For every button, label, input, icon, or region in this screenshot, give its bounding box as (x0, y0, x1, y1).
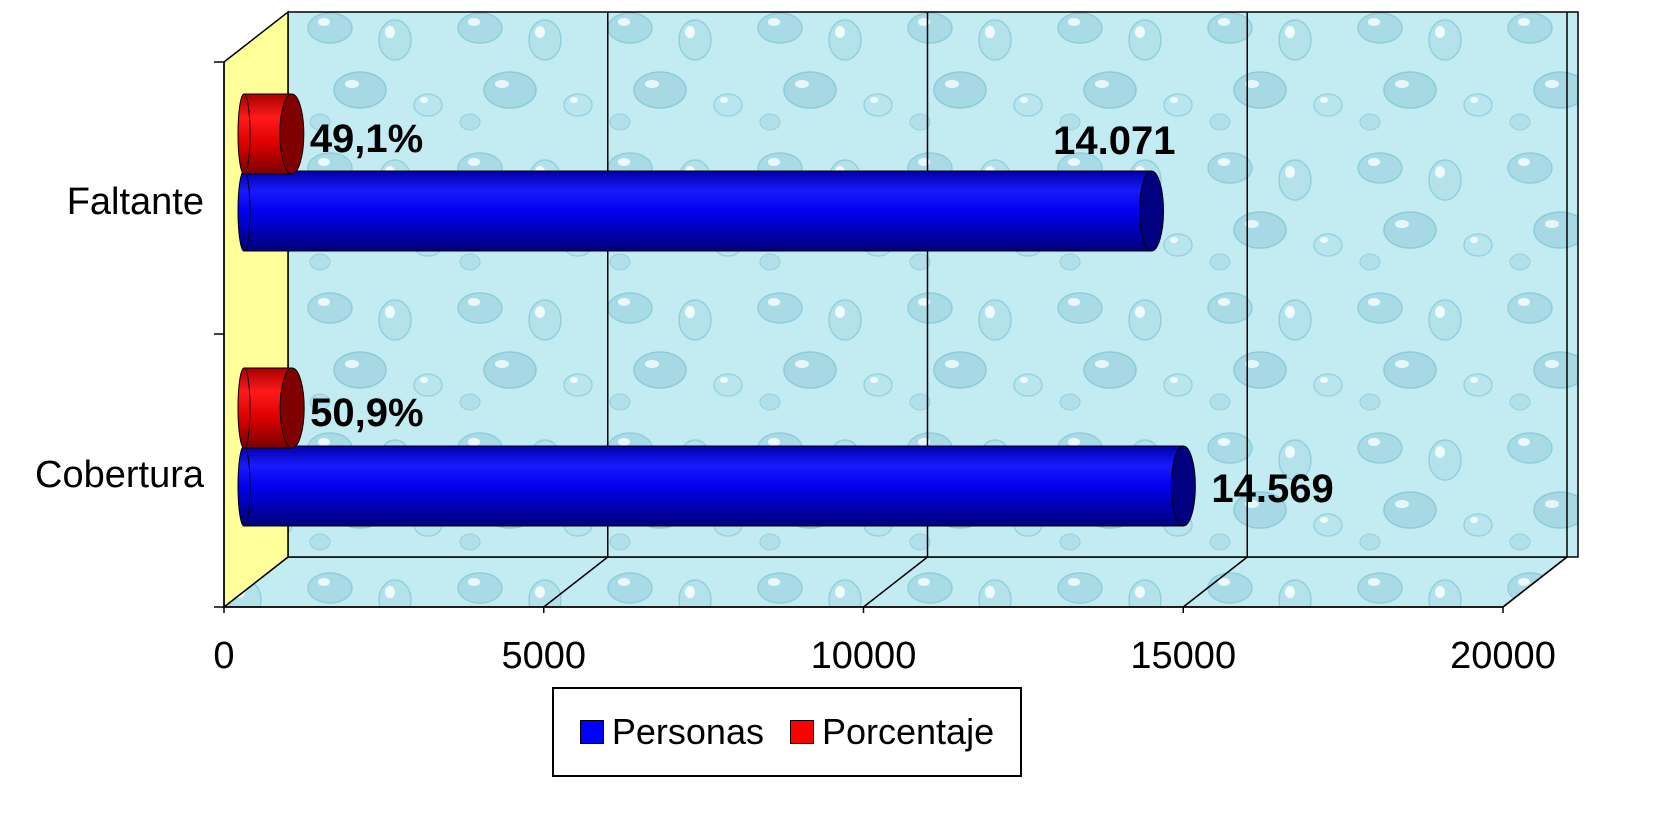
legend-item-porcentaje: Porcentaje (789, 711, 995, 753)
floor-gridline (1502, 556, 1568, 608)
y-category-label: Faltante (67, 181, 204, 223)
x-tick-label: 0 (213, 635, 234, 677)
floor-gridline (863, 556, 928, 608)
x-tick-label: 10000 (811, 635, 917, 677)
data-label-porcentaje: 49,1% (310, 117, 423, 161)
bar-personas (237, 170, 1165, 252)
legend-swatch-porcentaje (789, 720, 814, 744)
x-tick-label: 5000 (501, 635, 586, 677)
bar-personas-body (243, 445, 1184, 527)
data-label-personas: 14.071 (1053, 119, 1175, 163)
bar-porcentaje (237, 367, 305, 449)
bar-personas-start-cap (237, 170, 251, 252)
y-category-label: Cobertura (35, 454, 205, 496)
floor-gridline (1182, 556, 1248, 608)
bar-porcentaje-start-cap (237, 93, 251, 175)
data-label-porcentaje: 50,9% (310, 391, 423, 435)
bar-personas (237, 445, 1196, 527)
bar-porcentaje-start-cap (237, 367, 251, 449)
chart-legend: Personas Porcentaje (552, 687, 1022, 777)
bar-porcentaje (237, 93, 305, 175)
bar-personas-end-cap (1139, 170, 1165, 252)
legend-label-porcentaje: Porcentaje (821, 711, 995, 752)
bar-personas-end-cap (1170, 445, 1196, 527)
x-tick-label: 15000 (1130, 635, 1236, 677)
data-label-personas: 14.569 (1211, 467, 1333, 511)
bar-porcentaje-end-cap (279, 367, 305, 449)
x-tick-label: 20000 (1450, 635, 1556, 677)
bar-porcentaje-end-cap (279, 93, 305, 175)
floor-gridline (543, 556, 609, 608)
bar-personas-body (243, 170, 1153, 252)
bar-personas-start-cap (237, 445, 251, 527)
legend-item-personas: Personas (579, 711, 764, 753)
legend-swatch-personas (579, 720, 604, 744)
legend-label-personas: Personas (611, 711, 764, 752)
